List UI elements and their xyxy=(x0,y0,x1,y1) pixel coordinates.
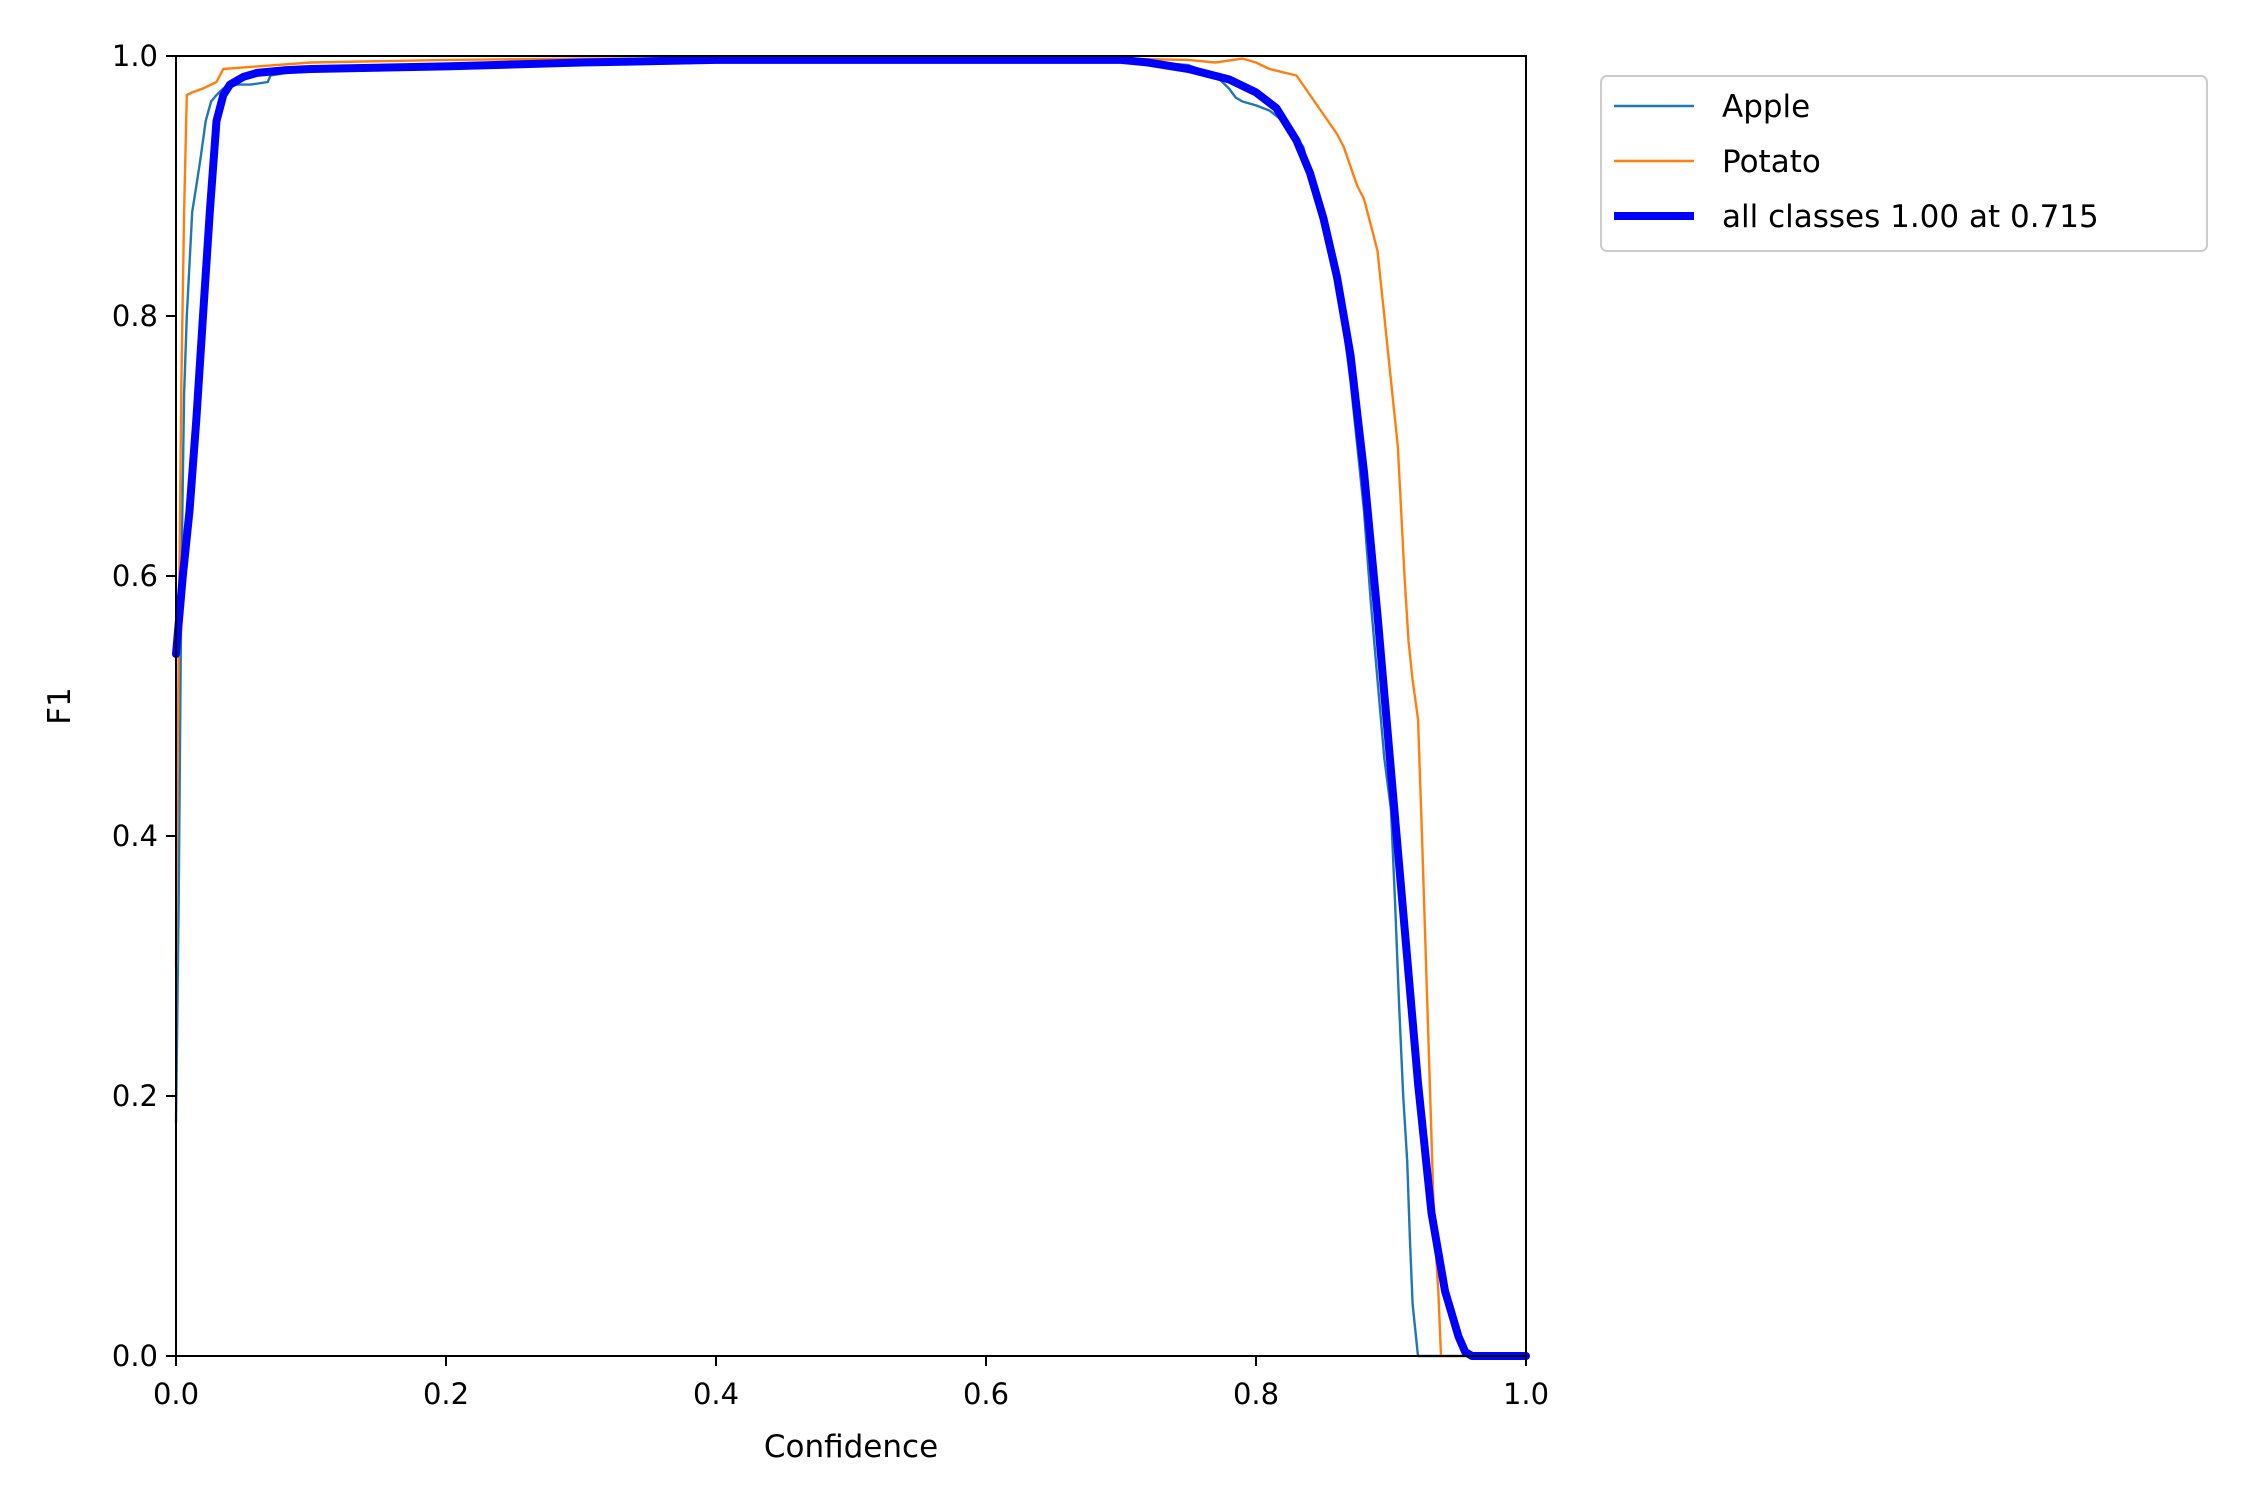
legend-label: Apple xyxy=(1722,89,1810,125)
y-tick-label: 0.4 xyxy=(112,819,158,853)
x-tick-label: 0.2 xyxy=(423,1377,469,1411)
x-tick-label: 0.6 xyxy=(963,1377,1009,1411)
x-axis-title: Confidence xyxy=(764,1429,938,1465)
legend-entries: Apple Potato all classes 1.00 at 0.715 xyxy=(1614,89,2099,235)
series-line-all-classes-1-00-at-0-715 xyxy=(172,55,1530,1360)
x-tick-label: 0.8 xyxy=(1233,1377,1279,1411)
series-line-potato xyxy=(174,57,1528,1358)
legend: Apple Potato all classes 1.00 at 0.715 xyxy=(1600,75,2208,252)
y-tick-label: 0.8 xyxy=(112,299,158,333)
y-axis-ticks: 0.0 0.2 0.4 0.6 0.8 1.0 xyxy=(112,39,176,1373)
y-tick-label: 0.0 xyxy=(112,1339,158,1373)
legend-box xyxy=(1600,75,2208,252)
y-tick-label: 1.0 xyxy=(112,39,158,73)
plot-series xyxy=(172,55,1530,1360)
x-axis-ticks: 0.0 0.2 0.4 0.6 0.8 1.0 xyxy=(153,1356,1549,1411)
y-axis-title: F1 xyxy=(42,687,78,725)
legend-label: all classes 1.00 at 0.715 xyxy=(1722,199,2099,235)
y-tick-label: 0.6 xyxy=(112,559,158,593)
x-tick-label: 0.4 xyxy=(693,1377,739,1411)
plot-frame xyxy=(175,55,1527,1357)
x-tick-label: 0.0 xyxy=(153,1377,199,1411)
x-tick-label: 1.0 xyxy=(1503,1377,1549,1411)
legend-label: Potato xyxy=(1722,144,1821,180)
y-tick-label: 0.2 xyxy=(112,1079,158,1113)
